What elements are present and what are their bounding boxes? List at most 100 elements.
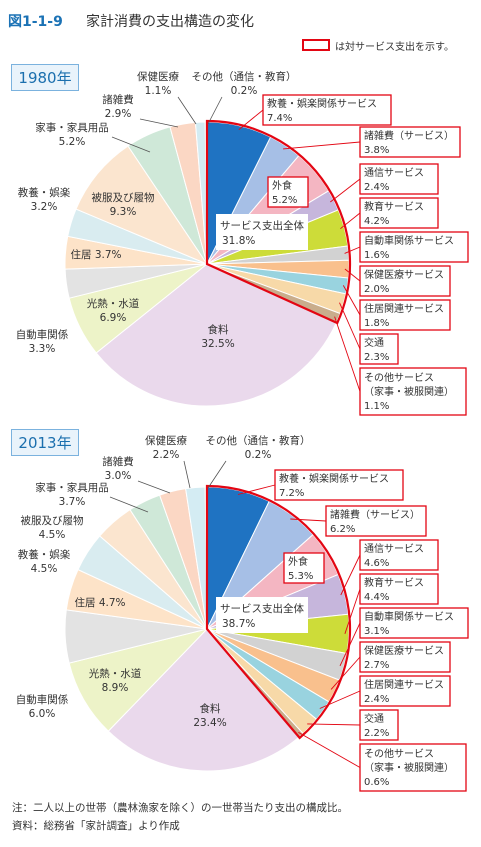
pie-slice-光熱-水道 — [68, 628, 209, 732]
service-legend-label: は対サービス支出を示す。 — [335, 42, 454, 53]
pie-slice-食料 — [107, 628, 300, 772]
callout-leader — [307, 723, 361, 726]
callout-box-教育サービス — [359, 573, 439, 605]
callout-leader — [237, 484, 276, 495]
slice-label-交通: 交通 — [364, 712, 384, 725]
slice-label-外食: 外食 — [288, 555, 308, 568]
slice-label-通信サービス: 通信サービス — [364, 543, 424, 555]
slice-value-家事-家具用品: 3.7% — [59, 496, 86, 508]
label-leader — [111, 136, 151, 153]
slice-label-被服及び履物: 被服及び履物 — [92, 191, 155, 204]
slice-label-教養-娯楽: 教養・娯楽 — [18, 186, 71, 199]
slice-value-諸雑費: 2.9% — [105, 108, 132, 120]
source-note: 資料：総務省「家計調査」より作成 — [12, 820, 180, 832]
service-total-value: 31.8% — [222, 235, 255, 247]
slice-value-諸雑費: 3.0% — [105, 470, 132, 482]
callout-leader — [339, 622, 361, 667]
slice-label-住居関連サービス: 住居関連サービス — [364, 302, 444, 315]
slice-label-通信サービス: 通信サービス — [364, 167, 424, 179]
slice-value-自動車関係: 3.3% — [29, 343, 56, 355]
callout-box-通信サービス — [359, 163, 439, 195]
callout-box-保健医療サービス — [359, 641, 451, 673]
pie-slice-被服及び履物 — [75, 145, 209, 266]
slice-value-住居関連サービス: 2.4% — [364, 694, 389, 705]
pie-2013年: サービス支出全体 38.7% 教養・娯楽関係サービス 7.2% 諸雑費（サービス） 6.2… — [16, 434, 469, 792]
slice-value-諸雑費-サービス-: 6.2% — [330, 524, 355, 535]
slice-value-通信サービス: 2.4% — [364, 182, 389, 193]
slice-label-被服及び履物: 被服及び履物 — [21, 514, 84, 527]
slice-label-その他-通信-教育-: その他（通信・教育） — [206, 434, 311, 447]
slice-value-光熱-水道: 6.9% — [100, 312, 127, 324]
slice-value-家事-家具用品: 5.2% — [59, 136, 86, 148]
callout-leader — [319, 690, 361, 709]
slice-label-諸雑費-サービス-: 諸雑費（サービス） — [364, 129, 454, 142]
slice-value-自動車関係サービス: 3.1% — [364, 626, 389, 637]
callout-leader — [283, 141, 361, 150]
slice-value-通信サービス: 4.6% — [364, 558, 389, 569]
slice-value-光熱-水道: 8.9% — [102, 682, 129, 694]
label-leader — [137, 480, 171, 494]
slice-value-食料: 23.4% — [193, 717, 226, 729]
figure-number: 図1-1-9 — [8, 14, 63, 30]
label-leader — [207, 96, 223, 125]
callout-box-教養-娯楽関係サービス — [274, 469, 404, 501]
callout-leader — [344, 588, 361, 634]
slice-value-被服及び履物: 4.5% — [39, 529, 66, 541]
slice-label-教養-娯楽関係サービス: 教養・娯楽関係サービス — [279, 472, 389, 485]
callout-leader — [334, 316, 361, 392]
slice-label-自動車関係サービス: 自動車関係サービス — [364, 234, 454, 247]
slice-value-住居関連サービス: 1.8% — [364, 318, 389, 329]
slice-label-住居: 住居 3.7% — [70, 248, 121, 261]
slice-value-自動車関係サービス: 1.6% — [364, 250, 389, 261]
callout-leader — [330, 178, 361, 203]
slice-value-保健医療サービス: 2.0% — [364, 284, 389, 295]
callout-leader — [238, 109, 264, 131]
slice-label-保健医療: 保健医療 — [145, 434, 187, 447]
callout-leader — [330, 656, 361, 690]
callout-box-交通 — [359, 333, 399, 365]
slice-value-外食: 5.3% — [288, 571, 313, 582]
callout-box-その他サービス-家事-被服関連- — [359, 367, 467, 416]
slice-value-その他-通信-教育-: 0.2% — [231, 85, 258, 97]
year-badge-2013: 2013年 — [11, 429, 79, 456]
slice-label-食料: 食料 — [200, 702, 221, 715]
callout-leader — [344, 268, 361, 282]
service-legend-swatch — [302, 39, 330, 51]
callout-box-諸雑費-サービス- — [325, 505, 427, 537]
callout-box-諸雑費-サービス- — [359, 126, 461, 158]
slice-label-教養-娯楽: 教養・娯楽 — [18, 548, 71, 561]
slice-value-教養-娯楽関係サービス: 7.4% — [267, 113, 292, 124]
slice-value-その他-通信-教育-: 0.2% — [245, 449, 272, 461]
slice-label-外食: 外食 — [272, 179, 292, 192]
slice-value-教養-娯楽: 3.2% — [31, 201, 58, 213]
label-leader — [109, 496, 149, 513]
slice-label-その他サービス-家事-被服関連--sub: （家事・被服関連） — [364, 761, 454, 774]
slice-label-保健医療サービス: 保健医療サービス — [364, 644, 444, 657]
slice-value-外食: 5.2% — [272, 195, 297, 206]
callout-box-教育サービス — [359, 197, 439, 229]
callout-box-通信サービス — [359, 539, 439, 571]
service-total-frame — [205, 119, 352, 325]
slice-value-教養-娯楽関係サービス: 7.2% — [279, 488, 304, 499]
callout-box-住居関連サービス — [359, 675, 451, 707]
slice-label-交通: 交通 — [364, 336, 384, 349]
slice-value-保健医療: 2.2% — [153, 449, 180, 461]
slice-label-住居関連サービス: 住居関連サービス — [364, 678, 444, 691]
slice-label-諸雑費: 諸雑費 — [102, 455, 134, 468]
callout-leader — [298, 732, 361, 768]
label-leader — [139, 118, 179, 128]
slice-label-教養-娯楽関係サービス: 教養・娯楽関係サービス — [267, 97, 377, 110]
slice-label-その他-通信-教育-: その他（通信・教育） — [192, 70, 297, 83]
callout-box-自動車関係サービス — [359, 231, 469, 263]
slice-value-食料: 32.5% — [201, 338, 234, 350]
callout-box-交通 — [359, 709, 399, 741]
callout-leader — [340, 554, 361, 596]
slice-label-住居: 住居 4.7% — [74, 596, 125, 609]
service-total-label-bg — [216, 214, 308, 250]
service-total-value: 38.7% — [222, 618, 255, 630]
service-total-label: サービス支出全体 — [220, 602, 304, 615]
callout-box-保健医療サービス — [359, 265, 451, 297]
callout-leader — [339, 302, 361, 350]
